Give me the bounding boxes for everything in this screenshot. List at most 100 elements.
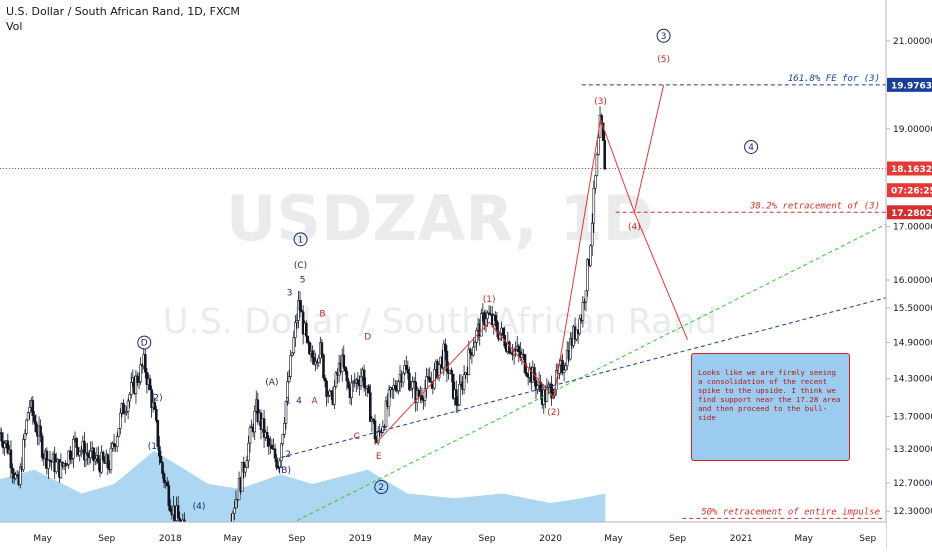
wave-label-25: (1) [148,442,161,452]
candle-body [125,411,128,413]
candle [562,362,566,382]
candle [23,429,27,448]
projection-path [633,212,688,340]
candle-body [564,365,568,371]
candle-body [22,439,25,470]
candle [83,431,86,467]
candle [262,410,266,448]
candle-body [569,338,572,360]
candle-body [289,355,292,378]
candle-body [298,300,302,311]
candle-body [169,505,172,512]
symbol-title[interactable]: U.S. Dollar / South African Rand, 1D, FX… [6,5,240,18]
candle-body [278,460,282,468]
candle-body [134,375,138,394]
candle [376,426,380,446]
candle [575,329,578,342]
elliott-wave-path [376,84,665,443]
candle-body [14,474,17,479]
candle [561,353,564,376]
candle [281,433,285,446]
candle-body [161,462,164,475]
candle-body [486,312,489,320]
candle-body [417,389,421,397]
candle-body [583,301,586,304]
candle [328,388,332,397]
candle [94,452,97,466]
wave-label-17: (A) [265,378,278,388]
candle-body [297,300,300,321]
y-tick-label: 12.30000 [893,507,932,517]
candle-body [119,412,122,429]
candle [442,340,446,376]
candle [112,433,116,452]
candle-body [155,408,158,421]
candle-body [433,368,436,389]
candle-body [292,337,296,354]
candle [84,443,88,468]
candle-body [387,389,391,407]
wave-label-6: (1) [483,295,496,305]
candle [428,367,432,383]
candle-body [144,354,147,373]
candle [137,372,141,390]
wave-label-7: (2) [547,408,560,418]
candle-body [145,371,149,385]
candle [134,369,138,404]
candle [150,385,153,418]
candle-body [64,462,67,467]
candle-body [234,498,238,509]
candle [333,379,336,409]
candle-body [312,357,316,365]
volume-area [0,450,606,522]
candle-body [112,442,116,447]
candle [270,438,274,450]
candle [323,375,327,388]
candle-body [158,446,161,457]
volume-legend[interactable]: Vol [6,20,23,33]
candle [350,374,353,406]
candle-body [333,386,336,405]
note-callout[interactable]: Looks like we are firmly seeing a consol… [691,353,850,461]
candle [311,345,314,365]
candle [550,375,553,406]
candle [158,436,161,465]
candle-body [275,457,278,468]
candle [75,437,78,457]
candle-body [308,341,311,355]
candle-body [245,460,249,468]
candle-body [256,399,260,423]
price-badge [887,183,932,198]
x-tick-label: Sep [98,534,115,544]
candle [517,343,521,363]
candle-body [72,438,75,459]
candle [343,366,347,375]
candle-body [31,400,35,416]
candle [283,417,286,438]
candle-body [525,372,528,377]
candle [233,500,236,520]
candle [581,296,585,328]
candle-body [472,346,475,356]
candle-body [59,461,63,478]
candle-body [167,485,171,507]
x-tick-label: May [33,534,52,544]
wave-label-1: 3 [661,32,667,42]
wave-label-13: D [364,333,371,343]
horizontal-line-label-1: 38.2% retracement of (3) [749,201,880,211]
x-tick-label: Sep [479,534,496,544]
candle [245,455,249,468]
candle-body [137,381,141,383]
candle [279,442,283,469]
candle-body [86,452,89,456]
candle [342,345,346,369]
wave-label-21: (B) [278,466,291,476]
candle-body [123,412,127,415]
candle-body [383,426,386,428]
candle [295,313,299,329]
candle-body [117,428,121,437]
y-tick-label: 21.00000 [893,37,932,47]
candle [101,450,105,462]
